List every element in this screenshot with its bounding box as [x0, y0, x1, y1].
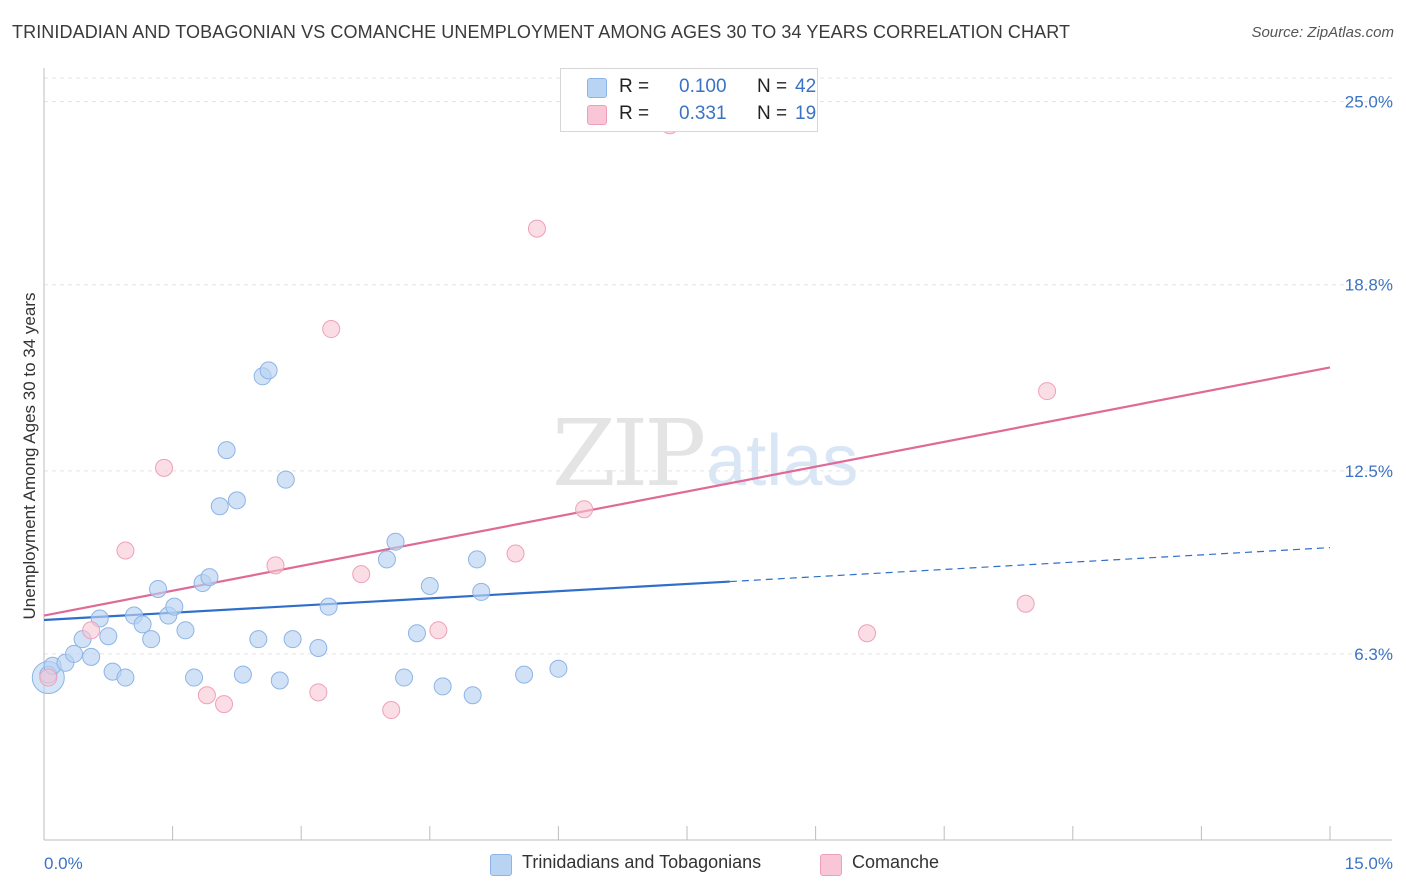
legend-r-label: R = — [619, 103, 650, 124]
correlation-legend: R = 0.100 N = 42 R = 0.331 N = 19 — [560, 68, 818, 132]
y-tick-label: 18.8% — [1345, 276, 1393, 295]
x-tick-label-min: 0.0% — [44, 854, 83, 873]
y-tick-label: 6.3% — [1354, 645, 1393, 664]
data-point-comanche — [155, 458, 174, 477]
legend-swatch-blue — [587, 78, 607, 98]
data-point-comanche — [116, 541, 135, 560]
legend-n-value: 19 — [795, 103, 817, 124]
data-point-trinidadian — [133, 615, 152, 634]
data-point-trinidadian — [395, 668, 414, 687]
data-point-comanche — [858, 624, 877, 643]
y-tick-label: 12.5% — [1345, 462, 1393, 481]
data-point-comanche — [1038, 382, 1057, 401]
data-point-trinidadian — [276, 470, 295, 489]
data-point-comanche — [575, 500, 594, 519]
bottom-legend-swatch-pink — [820, 854, 842, 876]
data-point-comanche — [309, 683, 328, 702]
data-point-trinidadian — [420, 577, 439, 595]
data-point-trinidadian — [549, 659, 568, 678]
bottom-legend-swatch-blue — [490, 854, 512, 876]
data-point-trinidadian — [233, 665, 252, 684]
grid-lines — [44, 77, 1392, 655]
legend-swatch-pink — [587, 105, 607, 125]
legend-r-value: 0.100 — [679, 76, 727, 97]
data-point-trinidadian — [283, 630, 302, 649]
data-point-trinidadian — [463, 686, 482, 705]
x-tick-label-max: 15.0% — [1345, 854, 1393, 873]
legend-n-label: N = — [757, 76, 788, 97]
data-point-trinidadian — [270, 671, 289, 690]
data-point-comanche — [82, 621, 101, 640]
tick-labels: 6.3% 12.5% 18.8% 25.0% 0.0% 15.0% — [44, 93, 1393, 873]
data-point-trinidadian — [200, 568, 219, 587]
data-point-trinidadian — [515, 665, 534, 684]
data-point-comanche — [527, 219, 546, 238]
axes — [43, 68, 1392, 841]
data-point-trinidadian — [407, 624, 426, 643]
bottom-legend-label: Trinidadians and Tobagonians — [522, 852, 762, 872]
bottom-legend-label: Comanche — [852, 852, 940, 872]
trend-line-comanche — [43, 366, 1331, 617]
data-point-comanche — [506, 544, 525, 563]
data-point-trinidadian — [116, 668, 135, 687]
data-point-trinidadian — [467, 550, 486, 569]
trend-line-trinidadian — [43, 580, 730, 622]
data-point-trinidadian — [185, 668, 204, 687]
trend-lines — [43, 366, 1331, 622]
data-point-comanche — [197, 686, 216, 705]
data-point-comanche — [429, 621, 448, 640]
legend-r-value: 0.331 — [679, 103, 727, 124]
data-point-trinidadian — [259, 361, 278, 380]
data-point-trinidadian — [309, 639, 328, 658]
y-tick-label: 25.0% — [1345, 93, 1393, 112]
data-point-trinidadian — [165, 597, 184, 616]
data-point-trinidadian — [377, 550, 396, 569]
chart-title: TRINIDADIAN AND TOBAGONIAN VS COMANCHE U… — [12, 22, 1071, 42]
data-point-trinidadian — [472, 582, 491, 601]
data-point-trinidadian — [249, 630, 268, 649]
data-point-trinidadian — [217, 441, 236, 460]
data-point-trinidadian — [65, 644, 84, 663]
legend-n-value: 42 — [795, 76, 817, 97]
data-point-comanche — [352, 565, 371, 584]
data-point-comanche — [322, 320, 341, 339]
legend-r-label: R = — [619, 76, 650, 97]
data-points — [31, 116, 1057, 720]
data-point-comanche — [39, 668, 58, 687]
legend-n-label: N = — [757, 103, 788, 124]
data-point-trinidadian — [227, 491, 246, 510]
data-point-comanche — [266, 556, 285, 575]
data-point-trinidadian — [319, 597, 338, 616]
data-point-trinidadian — [82, 647, 101, 666]
trend-line-trinidadian-extension — [729, 547, 1331, 583]
data-point-comanche — [215, 695, 234, 714]
data-point-trinidadian — [142, 630, 161, 649]
source-label: Source: ZipAtlas.com — [1251, 24, 1394, 41]
data-point-trinidadian — [176, 621, 195, 640]
data-point-trinidadian — [433, 677, 452, 696]
data-point-comanche — [1016, 594, 1035, 613]
data-point-comanche — [382, 701, 401, 720]
data-point-trinidadian — [99, 627, 118, 646]
data-point-trinidadian — [210, 497, 229, 516]
data-point-trinidadian — [386, 532, 405, 551]
data-point-trinidadian — [149, 579, 168, 598]
